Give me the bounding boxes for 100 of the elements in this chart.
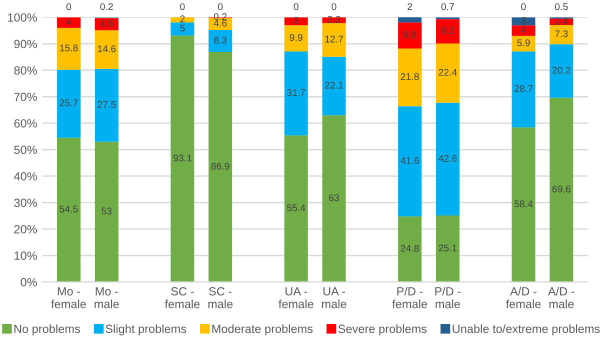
y-tick-label: 20% [14, 225, 37, 234]
bar [436, 19, 460, 44]
data-label: 42.6 [438, 154, 457, 162]
bar [322, 115, 346, 282]
data-label: 24.8 [400, 244, 419, 252]
data-label: 0 [332, 3, 336, 10]
x-tick-label: UA - female [278, 287, 314, 308]
y-tick-label: 80% [14, 66, 37, 75]
bar [94, 18, 118, 30]
data-label: 21.8 [400, 73, 419, 80]
bar [56, 28, 80, 70]
data-label: 7.3 [555, 30, 568, 38]
bar [398, 106, 422, 216]
bar [550, 24, 574, 44]
data-label: 3 [294, 16, 298, 24]
bar [56, 70, 80, 138]
data-label: 0 [218, 3, 223, 10]
bar [322, 56, 346, 116]
data-label: 53 [102, 208, 112, 214]
bar [94, 142, 118, 282]
y-tick-label: 50% [14, 146, 37, 154]
bar [94, 68, 118, 142]
data-label: 25.1 [438, 244, 457, 252]
bar [512, 51, 536, 128]
bar [512, 127, 536, 282]
y-tick-label: 30% [14, 198, 37, 207]
x-tick-label: A/D - male [548, 286, 574, 308]
data-label: 25.7 [60, 99, 78, 106]
data-label: 31.7 [287, 89, 306, 96]
y-tick-label: 90% [14, 40, 37, 48]
bar [436, 102, 460, 216]
data-label: 2.4 [555, 18, 568, 24]
bar [398, 216, 422, 282]
data-label: 0 [294, 3, 298, 10]
data-label: 5.9 [517, 39, 530, 46]
data-label: 0 [66, 3, 72, 10]
data-label: 4 [521, 26, 526, 34]
legend-label: No problems [14, 324, 80, 336]
data-label: 5 [180, 24, 185, 32]
bar [284, 135, 308, 282]
bar [398, 22, 422, 49]
x-tick-label: SC - female [164, 287, 200, 308]
data-label: 0.7 [441, 3, 454, 10]
data-label: 63 [329, 194, 339, 202]
bar [284, 25, 308, 52]
data-label: 8.3 [214, 36, 227, 44]
x-tick-label: P/D - male [435, 286, 461, 308]
data-label: 55.4 [287, 204, 306, 212]
y-tick-label: 0% [20, 278, 37, 286]
x-tick-label: UA - male [322, 287, 346, 308]
data-label: 2 [408, 3, 412, 10]
data-label: 9.2 [441, 27, 454, 34]
data-label: 3 [521, 16, 526, 24]
bar [436, 216, 460, 282]
y-tick-label: 70% [14, 92, 37, 102]
y-tick-label: 10% [14, 252, 37, 260]
bar [550, 44, 574, 98]
data-label: 0 [180, 3, 185, 10]
data-label: 9.9 [404, 31, 416, 38]
bar [284, 51, 308, 136]
y-tick-label: 40% [14, 172, 37, 181]
bar [550, 98, 574, 282]
bar [398, 48, 422, 106]
x-tick-label: Mo - male [94, 287, 119, 308]
bar [94, 30, 118, 69]
legend-label: Unable to/extreme problems [452, 324, 600, 336]
data-label: 4 [66, 18, 72, 26]
data-label: 9.9 [290, 34, 302, 41]
data-label: 22.1 [325, 82, 344, 88]
data-label: 27.5 [98, 101, 116, 108]
legend-label: Slight problems [106, 324, 186, 336]
y-tick-label: 100% [8, 13, 37, 22]
bar [398, 17, 422, 22]
bar [56, 138, 80, 282]
bar [56, 17, 80, 28]
data-label: 41.6 [400, 157, 419, 164]
data-label: 28.7 [514, 85, 532, 92]
data-label: 20.2 [552, 66, 570, 74]
x-tick-label: P/D - female [392, 286, 428, 308]
legend-label: Severe problems [338, 324, 427, 336]
data-label: 93.1 [173, 154, 192, 162]
data-label: 14.6 [98, 45, 116, 52]
bar [170, 22, 194, 36]
bar [512, 25, 536, 36]
bar [512, 36, 536, 52]
legend-label: Moderate problems [212, 324, 313, 336]
bar [436, 44, 460, 103]
y-tick-label: 60% [14, 119, 37, 128]
data-label: 86.9 [211, 162, 230, 170]
x-tick-label: Mo - female [51, 287, 86, 308]
data-label: 4.6 [214, 20, 227, 27]
x-tick-label: SC - male [208, 287, 233, 308]
data-label: 54.5 [60, 206, 78, 212]
data-label: 4.6 [100, 20, 113, 27]
bar [208, 30, 232, 52]
x-tick-label: A/D - female [506, 286, 541, 308]
data-label: 0.5 [555, 3, 568, 10]
annotation: 0 [521, 3, 526, 10]
bar [208, 52, 232, 282]
data-label: 69.6 [552, 186, 570, 192]
